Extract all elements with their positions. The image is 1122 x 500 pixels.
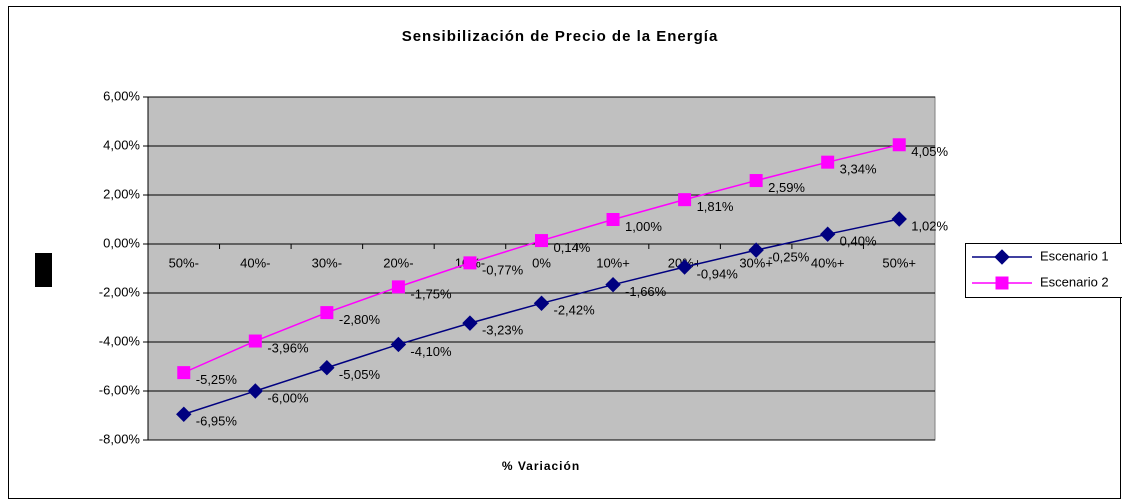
data-label: -2,42% (554, 303, 596, 318)
y-tick-label: 4,00% (103, 137, 140, 152)
data-label: 1,00% (625, 219, 662, 234)
data-label: -2,80% (339, 312, 381, 327)
x-tick-label: 50%+ (882, 255, 916, 270)
legend (965, 243, 1122, 298)
y-tick-label: -6,00% (99, 382, 141, 397)
point (995, 276, 1009, 290)
point (177, 366, 191, 380)
point (994, 249, 1010, 265)
x-tick-label: 40%- (240, 255, 270, 270)
data-label: -5,25% (196, 372, 238, 387)
point (891, 211, 907, 227)
x-tick-label: 30%+ (739, 255, 773, 270)
x-tick-label: 10%+ (596, 255, 630, 270)
data-label: -6,95% (196, 414, 238, 429)
data-label: 3,34% (840, 162, 877, 177)
data-label: -4,10% (410, 344, 452, 359)
point (892, 138, 906, 152)
data-label: -3,96% (267, 340, 309, 355)
data-label: -1,66% (625, 284, 667, 299)
y-axis-title-placeholder (35, 253, 52, 287)
y-tick-label: -8,00% (99, 431, 141, 446)
point (606, 213, 620, 226)
point (463, 256, 477, 270)
point (462, 315, 478, 331)
x-tick-label: 50%- (169, 255, 199, 270)
point (391, 280, 405, 294)
point (819, 226, 836, 242)
data-label: -0,77% (482, 262, 524, 277)
point (678, 193, 692, 207)
point (319, 360, 335, 376)
point (535, 234, 548, 248)
data-label: 1,02% (911, 218, 948, 233)
point (390, 336, 407, 353)
x-tick-label: 0% (532, 255, 551, 270)
data-label: 4,05% (911, 144, 948, 159)
point (176, 406, 192, 422)
y-tick-label: 2,00% (103, 186, 140, 201)
point (821, 155, 835, 169)
point (676, 259, 693, 275)
y-tick-label: 6,00% (103, 88, 140, 103)
y-tick-label: -2,00% (99, 284, 141, 299)
point (749, 174, 763, 188)
legend-label: Escenario 2 (1040, 274, 1109, 289)
data-label: 0,40% (840, 234, 877, 249)
data-label: -6,00% (267, 390, 309, 405)
legend-label: Escenario 1 (1040, 248, 1109, 263)
point (533, 295, 550, 311)
data-label: 2,59% (768, 180, 805, 195)
point (748, 242, 764, 258)
x-tick-label: 20%- (383, 255, 413, 270)
data-label: 0,14% (554, 240, 591, 255)
data-label: -5,05% (339, 367, 381, 382)
x-axis-title: % Variación (502, 459, 580, 473)
x-tick-label: 30%- (312, 255, 342, 270)
chart-title: Sensibilización de Precio de la Energía (402, 28, 719, 45)
point (605, 276, 621, 293)
data-label: -0,25% (768, 250, 810, 265)
point (248, 334, 262, 348)
data-label: -0,94% (697, 266, 739, 281)
x-tick-label: 40%+ (811, 255, 845, 270)
data-label: -1,75% (410, 286, 452, 301)
y-tick-label: 0,00% (103, 235, 140, 250)
point (320, 306, 334, 320)
point (247, 383, 264, 399)
y-tick-label: -4,00% (99, 333, 141, 348)
data-label: -3,23% (482, 323, 524, 338)
data-label: 1,81% (697, 199, 734, 214)
